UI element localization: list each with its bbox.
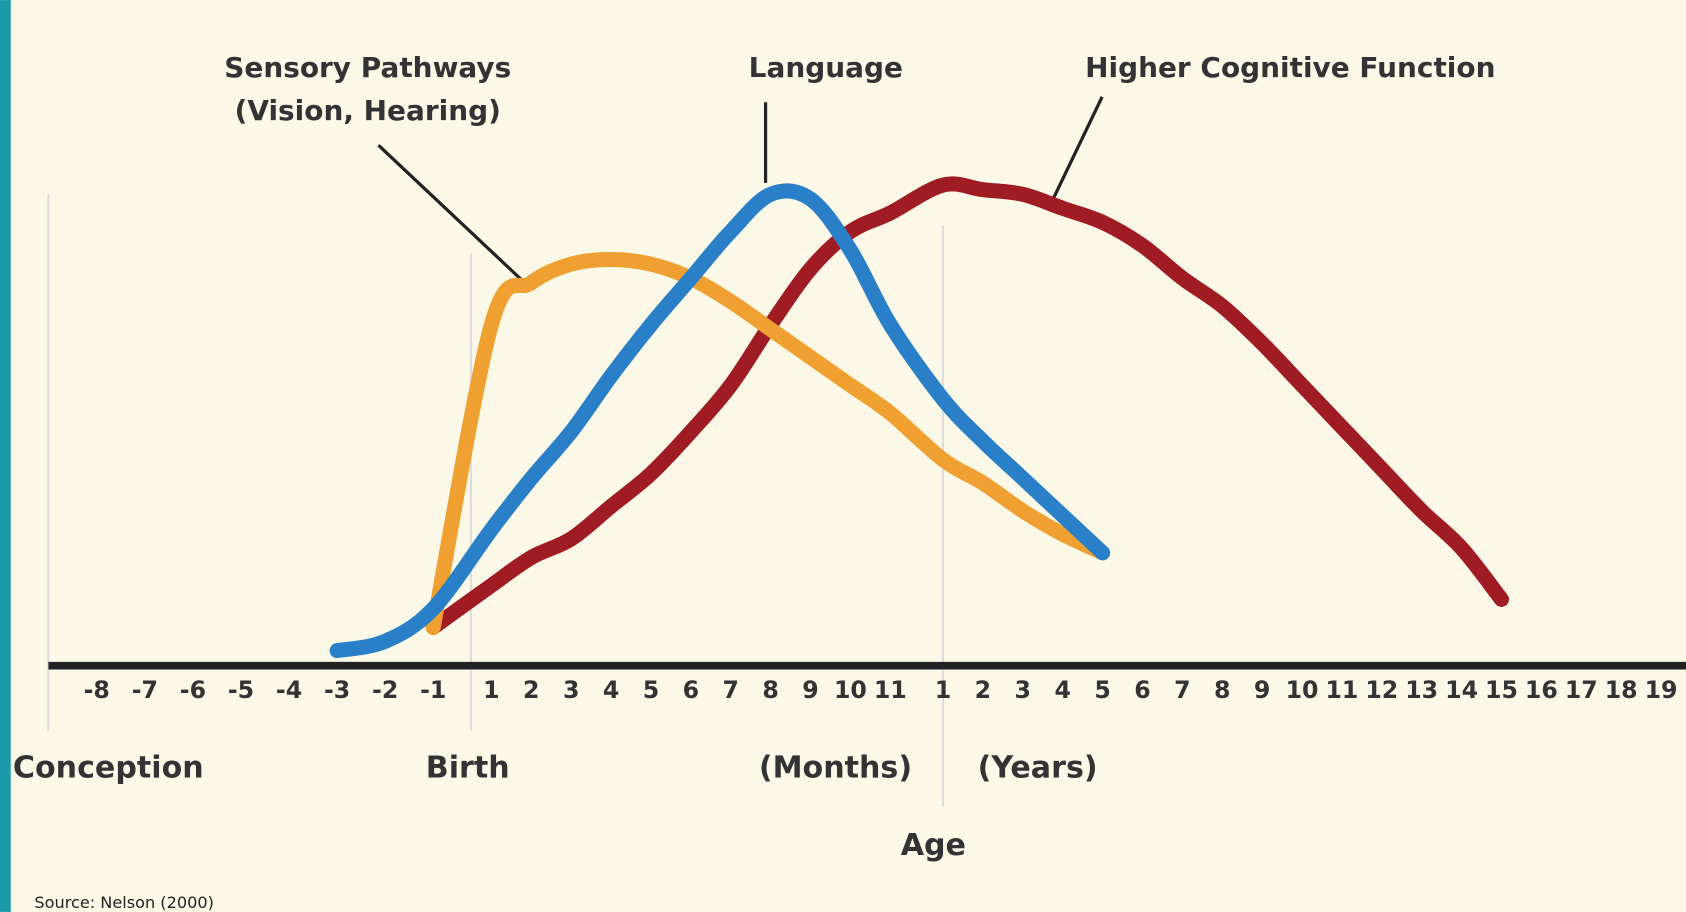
- x-tick-label: -8: [84, 676, 110, 704]
- period-label: Birth: [426, 750, 510, 785]
- x-axis-label: Age: [901, 828, 966, 863]
- series-label: Higher Cognitive Function: [1085, 51, 1495, 84]
- x-tick-label: 3: [563, 676, 579, 704]
- series-note: (Vision, Hearing): [235, 94, 501, 127]
- x-tick-label: 8: [762, 676, 778, 704]
- series-line: [425, 176, 1510, 635]
- x-tick-label: 11: [874, 676, 907, 704]
- x-tick-label: -3: [324, 676, 350, 704]
- period-label: (Years): [978, 750, 1098, 785]
- x-tick-label: 4: [1054, 676, 1070, 704]
- x-tick-label: 18: [1605, 676, 1638, 704]
- x-tick-label: -6: [180, 676, 206, 704]
- x-tick-label: 6: [683, 676, 699, 704]
- x-tick-label: 10: [1286, 676, 1319, 704]
- left-strip: [0, 0, 11, 912]
- series-line: [329, 183, 1111, 659]
- x-tick-label: 6: [1134, 676, 1150, 704]
- pointer: [377, 144, 525, 283]
- curves: [329, 176, 1510, 659]
- x-tick-label: 17: [1565, 676, 1598, 704]
- x-tick-label: 3: [1015, 676, 1031, 704]
- x-tick-label: 1: [483, 676, 499, 704]
- x-tick-label: -5: [228, 676, 254, 704]
- period-label: Conception: [13, 750, 204, 785]
- x-tick-label: 5: [643, 676, 659, 704]
- x-tick-label: 4: [603, 676, 619, 704]
- x-tick-label: 5: [1094, 676, 1110, 704]
- source: Source: Nelson (2000): [34, 893, 213, 912]
- x-tick-label: 2: [975, 676, 991, 704]
- period-label: (Months): [759, 750, 912, 785]
- series-line: [425, 252, 1111, 635]
- x-tick-label: 16: [1525, 676, 1558, 704]
- x-tick-label: -4: [276, 676, 302, 704]
- x-tick-label: 14: [1445, 676, 1478, 704]
- x-tick-label: 9: [1254, 676, 1270, 704]
- x-tick-label: 11: [1325, 676, 1358, 704]
- x-tick-label: -2: [372, 676, 398, 704]
- x-tick-label: 13: [1405, 676, 1438, 704]
- x-tick-label: 19: [1645, 676, 1678, 704]
- x-tick-label: 15: [1485, 676, 1518, 704]
- x-tick-label: 1: [935, 676, 951, 704]
- x-tick-label: 7: [723, 676, 739, 704]
- x-tick-label: 8: [1214, 676, 1230, 704]
- x-tick-label: 2: [523, 676, 539, 704]
- x-tick-label: 10: [834, 676, 867, 704]
- series-label: Sensory Pathways: [224, 51, 511, 84]
- x-tick-label: 7: [1174, 676, 1190, 704]
- pointer: [1050, 96, 1104, 203]
- series-label: Language: [749, 51, 903, 84]
- x-tick-label: -7: [132, 676, 158, 704]
- x-tick-label: -1: [420, 676, 446, 704]
- x-tick-label: 9: [802, 676, 818, 704]
- x-tick-label: 12: [1365, 676, 1398, 704]
